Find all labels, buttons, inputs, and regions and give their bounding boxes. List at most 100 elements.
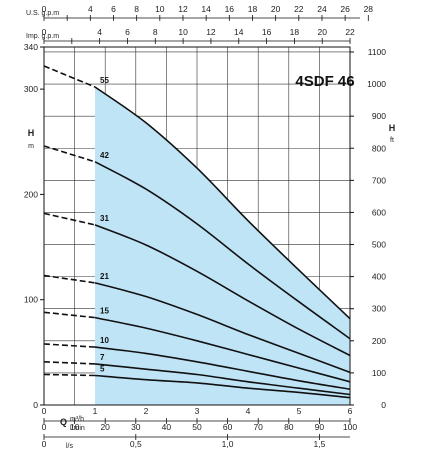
usgpm-tick-label: 24 — [317, 4, 327, 14]
left-tick-label: 0 — [33, 400, 38, 410]
flow-axis-label: Q — [60, 417, 67, 427]
right-tick-label: 100 — [372, 368, 386, 378]
flow-unit-lpm: l/min — [70, 425, 85, 432]
series-31: 31 — [43, 212, 351, 357]
usgpm-tick-label: 26 — [340, 4, 350, 14]
tick-labels: 0100200300340010020030040050060070080090… — [24, 4, 386, 449]
m3h-tick-label: 1 — [93, 406, 98, 416]
plot-frame — [43, 46, 351, 406]
usgpm-tick-label: 10 — [155, 4, 165, 14]
ls-tick-label: 1,5 — [313, 439, 325, 449]
curve-label-55: 55 — [100, 76, 109, 85]
left-tick-label: 200 — [24, 189, 38, 199]
impgpm-tick-label: 10 — [178, 27, 188, 37]
series-42: 42 — [43, 145, 351, 340]
curve-55 — [94, 86, 351, 320]
right-tick-label: 900 — [372, 111, 386, 121]
right-tick-label: 1100 — [368, 47, 387, 57]
lpm-tick-label: 40 — [162, 422, 172, 432]
m3h-tick-label: 0 — [42, 406, 47, 416]
flow-unit-m3h: m³/h — [70, 416, 84, 423]
lpm-tick-label: 0 — [42, 422, 47, 432]
right-tick-label: 400 — [372, 272, 386, 282]
curve-label-5: 5 — [100, 365, 105, 374]
left-tick-label: 340 — [24, 42, 38, 52]
curve-label-31: 31 — [100, 214, 109, 223]
m3h-tick-label: 4 — [246, 406, 251, 416]
curve-label-21: 21 — [100, 272, 109, 281]
usgpm-tick-label: 8 — [134, 4, 139, 14]
lpm-tick-label: 100 — [343, 422, 357, 432]
axes — [40, 15, 369, 440]
right-axis-label: H — [389, 123, 396, 133]
right-tick-label: 1000 — [367, 79, 386, 89]
usgpm-tick-label: 12 — [178, 4, 188, 14]
m3h-tick-label: 2 — [144, 406, 149, 416]
curve-42 — [94, 161, 351, 340]
curves: 55 42 31 21 15 10 7 5 — [43, 65, 351, 399]
impgpm-tick-label: 16 — [262, 27, 272, 37]
curve-15 — [94, 316, 351, 383]
right-tick-label: 800 — [372, 143, 386, 153]
right-axis-unit: ft — [390, 137, 394, 144]
usgpm-tick-label: 4 — [88, 4, 93, 14]
impgpm-tick-label: 12 — [206, 27, 216, 37]
ls-tick-label: 0 — [42, 439, 47, 449]
m3h-tick-label: 5 — [297, 406, 302, 416]
lpm-tick-label: 30 — [131, 422, 141, 432]
curve-7-dashed — [43, 361, 96, 365]
chart-title: 4SDF 46 — [295, 73, 354, 90]
impgpm-tick-label: 4 — [97, 27, 102, 37]
curve-10-dashed — [43, 343, 96, 348]
series-55: 55 — [43, 65, 351, 320]
lpm-tick-label: 10 — [70, 422, 80, 432]
usgpm-axis-label: U.S. g.p.m — [26, 10, 59, 17]
ls-tick-label: 1,0 — [222, 439, 234, 449]
usgpm-tick-label: 0 — [42, 4, 47, 14]
m3h-tick-label: 6 — [348, 406, 353, 416]
m3h-tick-label: 3 — [195, 406, 200, 416]
usgpm-tick-label: 22 — [294, 4, 304, 14]
usgpm-tick-label: 28 — [364, 4, 374, 14]
series-7: 7 — [43, 353, 351, 396]
curve-21 — [94, 282, 351, 374]
lpm-tick-label: 50 — [192, 422, 202, 432]
left-tick-label: 300 — [24, 84, 38, 94]
curve-5 — [94, 374, 351, 399]
lpm-tick-label: 80 — [284, 422, 294, 432]
curve-21-dashed — [43, 274, 96, 284]
left-tick-label: 100 — [24, 295, 38, 305]
operating-range-fill — [95, 87, 350, 405]
lpm-tick-label: 20 — [100, 422, 110, 432]
usgpm-tick-label: 16 — [225, 4, 235, 14]
curve-31 — [94, 224, 351, 357]
right-tick-label: 300 — [372, 304, 386, 314]
curve-5-dashed — [43, 373, 96, 377]
impgpm-tick-label: 8 — [153, 27, 158, 37]
curve-7 — [94, 363, 351, 396]
operating-range — [95, 87, 350, 405]
impgpm-tick-label: 0 — [42, 27, 47, 37]
usgpm-tick-label: 18 — [248, 4, 258, 14]
series-10: 10 — [43, 336, 351, 390]
right-tick-label: 200 — [372, 336, 386, 346]
usgpm-tick-label: 20 — [271, 4, 281, 14]
usgpm-tick-label: 6 — [111, 4, 116, 14]
curve-label-10: 10 — [100, 336, 109, 345]
curve-label-7: 7 — [100, 353, 105, 362]
curve-label-15: 15 — [100, 307, 109, 316]
curve-42-dashed — [43, 145, 96, 163]
lpm-tick-label: 70 — [253, 422, 263, 432]
ls-tick-label: 0,5 — [130, 439, 142, 449]
curve-10 — [94, 346, 351, 390]
impgpm-tick-label: 20 — [317, 27, 327, 37]
lpm-tick-label: 60 — [223, 422, 233, 432]
curve-15-dashed — [43, 311, 96, 319]
usgpm-tick-label: 14 — [201, 4, 211, 14]
right-tick-label: 700 — [372, 175, 386, 185]
impgpm-tick-label: 18 — [290, 27, 300, 37]
left-axis-unit: m — [28, 143, 34, 150]
series-15: 15 — [43, 307, 351, 383]
curve-label-42: 42 — [100, 151, 109, 160]
